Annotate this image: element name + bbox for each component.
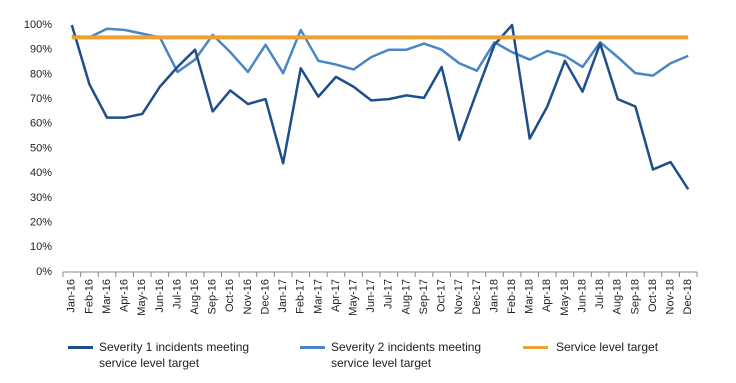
- x-tick-label: Dec-16: [259, 279, 271, 314]
- x-tick-label: Apr-18: [541, 279, 553, 312]
- x-tick-label: Feb-16: [83, 279, 95, 314]
- x-tick-label: Jan-16: [66, 279, 78, 313]
- y-tick-label: 50%: [30, 142, 52, 154]
- y-tick-label: 30%: [30, 192, 52, 204]
- x-tick-label: Jun-17: [365, 279, 377, 313]
- x-tick-label: Dec-17: [471, 279, 483, 314]
- x-tick-label: Oct-17: [436, 279, 448, 312]
- y-tick-label: 70%: [30, 93, 52, 105]
- series-line: [70, 23, 690, 190]
- y-tick-label: 90%: [30, 44, 52, 56]
- y-tick-label: 100%: [24, 19, 52, 31]
- x-tick-label: Jun-16: [154, 279, 166, 313]
- x-tick-label: May-16: [136, 279, 148, 316]
- x-tick-label: Mar-16: [101, 279, 113, 314]
- x-tick-label: Sep-18: [629, 279, 641, 314]
- x-tick-label: Oct-18: [647, 279, 659, 312]
- x-tick-label: Aug-18: [612, 279, 624, 314]
- x-tick-label: Jan-17: [277, 279, 289, 313]
- x-tick-label: Sep-17: [418, 279, 430, 314]
- x-tick-label: Nov-18: [664, 279, 676, 314]
- x-tick-label: Mar-18: [524, 279, 536, 314]
- x-tick-label: Mar-17: [312, 279, 324, 314]
- x-tick-label: Jul-16: [171, 279, 183, 309]
- x-tick-label: Jun-18: [576, 279, 588, 313]
- y-tick-label: 80%: [30, 68, 52, 80]
- x-tick-label: Sep-16: [207, 279, 219, 314]
- x-tick-label: Apr-16: [119, 279, 131, 312]
- x-tick-label: Feb-18: [506, 279, 518, 314]
- y-tick-label: 40%: [30, 167, 52, 179]
- x-tick-label: May-18: [559, 279, 571, 316]
- x-tick-label: Oct-16: [224, 279, 236, 312]
- legend-swatch: [68, 346, 93, 349]
- x-tick-label: Nov-16: [242, 279, 254, 314]
- y-tick-label: 60%: [30, 118, 52, 130]
- legend-swatch: [523, 346, 548, 349]
- legend-label: Severity 2 incidents meeting service lev…: [331, 340, 482, 370]
- legend-swatch: [300, 346, 325, 349]
- y-tick-label: 0%: [36, 266, 52, 278]
- y-tick-label: 20%: [30, 217, 52, 229]
- legend-label: Service level target: [556, 340, 659, 354]
- x-tick-label: Jan-18: [488, 279, 500, 313]
- x-tick-label: May-17: [347, 279, 359, 316]
- x-tick-label: Aug-17: [400, 279, 412, 314]
- x-tick-label: Apr-17: [330, 279, 342, 312]
- x-tick-label: Jul-17: [383, 279, 395, 309]
- x-tick-label: Jul-18: [594, 279, 606, 309]
- x-tick-label: Dec-18: [682, 279, 694, 314]
- x-tick-label: Nov-17: [453, 279, 465, 314]
- x-tick-label: Feb-17: [295, 279, 307, 314]
- y-tick-label: 10%: [30, 241, 52, 253]
- legend-label: Severity 1 incidents meeting service lev…: [99, 340, 250, 370]
- x-tick-label: Aug-16: [189, 279, 201, 314]
- series-line: [71, 27, 689, 77]
